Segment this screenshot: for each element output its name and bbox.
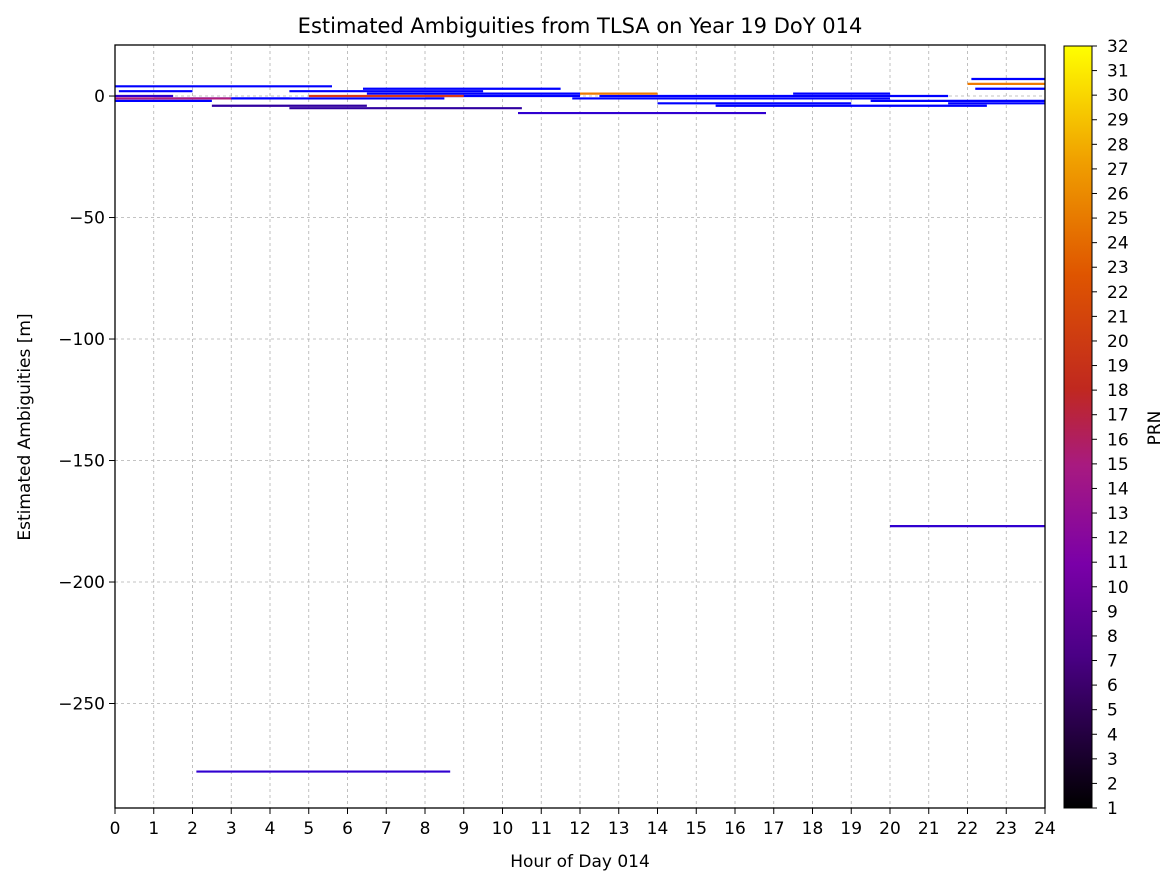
colorbar-tick-label: 24	[1107, 234, 1129, 254]
colorbar-tick-label: 20	[1107, 332, 1129, 352]
chart-title: Estimated Ambiguities from TLSA on Year …	[298, 14, 863, 38]
x-axis-label: Hour of Day 014	[510, 852, 650, 872]
x-tick-label: 23	[995, 819, 1017, 839]
colorbar-tick-label: 21	[1107, 307, 1129, 327]
x-tick-label: 22	[957, 819, 979, 839]
colorbar-tick-label: 11	[1107, 553, 1129, 573]
colorbar-tick-label: 25	[1107, 209, 1129, 229]
colorbar-tick-label: 19	[1107, 357, 1129, 377]
x-tick-label: 10	[492, 819, 514, 839]
x-tick-label: 1	[148, 819, 159, 839]
x-tick-label: 14	[647, 819, 669, 839]
x-tick-label: 24	[1034, 819, 1056, 839]
y-tick-label: −200	[58, 573, 105, 593]
x-tick-label: 3	[226, 819, 237, 839]
x-tick-label: 21	[918, 819, 940, 839]
y-tick-label: −50	[69, 209, 105, 229]
colorbar-tick-label: 8	[1107, 627, 1118, 647]
x-tick-label: 2	[187, 819, 198, 839]
x-tick-label: 5	[303, 819, 314, 839]
y-tick-label: 0	[94, 87, 105, 107]
colorbar-tick-label: 28	[1107, 135, 1129, 155]
x-ticks: 0 1 2 3 4 5 6 7 8 9 10 11 12 13 14 15 16 17 18 19 20 21 22 23 24	[110, 808, 1056, 839]
y-axis-label: Estimated Ambiguities [m]	[15, 313, 35, 540]
colorbar-tick-label: 12	[1107, 529, 1129, 549]
x-tick-label: 12	[569, 819, 591, 839]
x-tick-label: 15	[685, 819, 707, 839]
colorbar-tick-label: 23	[1107, 258, 1129, 278]
colorbar-tick-label: 4	[1107, 725, 1118, 745]
y-tick-label: −250	[58, 695, 105, 715]
x-tick-label: 8	[420, 819, 431, 839]
x-tick-label: 11	[530, 819, 552, 839]
x-tick-label: 13	[608, 819, 630, 839]
colorbar-tick-label: 27	[1107, 160, 1129, 180]
colorbar-tick-label: 10	[1107, 578, 1129, 598]
colorbar-label: PRN	[1145, 411, 1165, 446]
x-tick-label: 20	[879, 819, 901, 839]
y-tick-label: −150	[58, 452, 105, 472]
colorbar-tick-label: 17	[1107, 406, 1129, 426]
x-tick-label: 0	[110, 819, 121, 839]
x-tick-label: 4	[265, 819, 276, 839]
grid	[115, 45, 1045, 808]
colorbar-tick-label: 31	[1107, 62, 1129, 82]
x-tick-label: 16	[724, 819, 746, 839]
x-tick-label: 19	[840, 819, 862, 839]
colorbar-tick-label: 16	[1107, 430, 1129, 450]
colorbar-tick-label: 22	[1107, 283, 1129, 303]
colorbar-tick-label: 5	[1107, 701, 1118, 721]
colorbar-tick-label: 18	[1107, 381, 1129, 401]
colorbar-tick-label: 15	[1107, 455, 1129, 475]
y-ticks: 0 −50 −100 −150 −200 −250	[58, 87, 115, 715]
x-tick-label: 6	[342, 819, 353, 839]
x-tick-label: 9	[458, 819, 469, 839]
colorbar-tick-label: 26	[1107, 184, 1129, 204]
x-tick-label: 7	[381, 819, 392, 839]
colorbar-tick-label: 29	[1107, 111, 1129, 131]
colorbar	[1063, 45, 1093, 809]
x-tick-label: 18	[802, 819, 824, 839]
colorbar-ticks: 1234567891011121314151617181920212223242…	[1092, 37, 1129, 819]
colorbar-tick-label: 2	[1107, 774, 1118, 794]
colorbar-tick-label: 3	[1107, 750, 1118, 770]
colorbar-tick-label: 9	[1107, 602, 1118, 622]
colorbar-tick-label: 14	[1107, 479, 1129, 499]
series-lines	[115, 77, 1045, 773]
colorbar-tick-label: 30	[1107, 86, 1129, 106]
x-tick-label: 17	[763, 819, 785, 839]
colorbar-tick-label: 7	[1107, 652, 1118, 672]
colorbar-tick-label: 6	[1107, 676, 1118, 696]
colorbar-tick-label: 1	[1107, 799, 1118, 819]
y-tick-label: −100	[58, 330, 105, 350]
colorbar-tick-label: 32	[1107, 37, 1129, 57]
colorbar-tick-label: 13	[1107, 504, 1129, 524]
